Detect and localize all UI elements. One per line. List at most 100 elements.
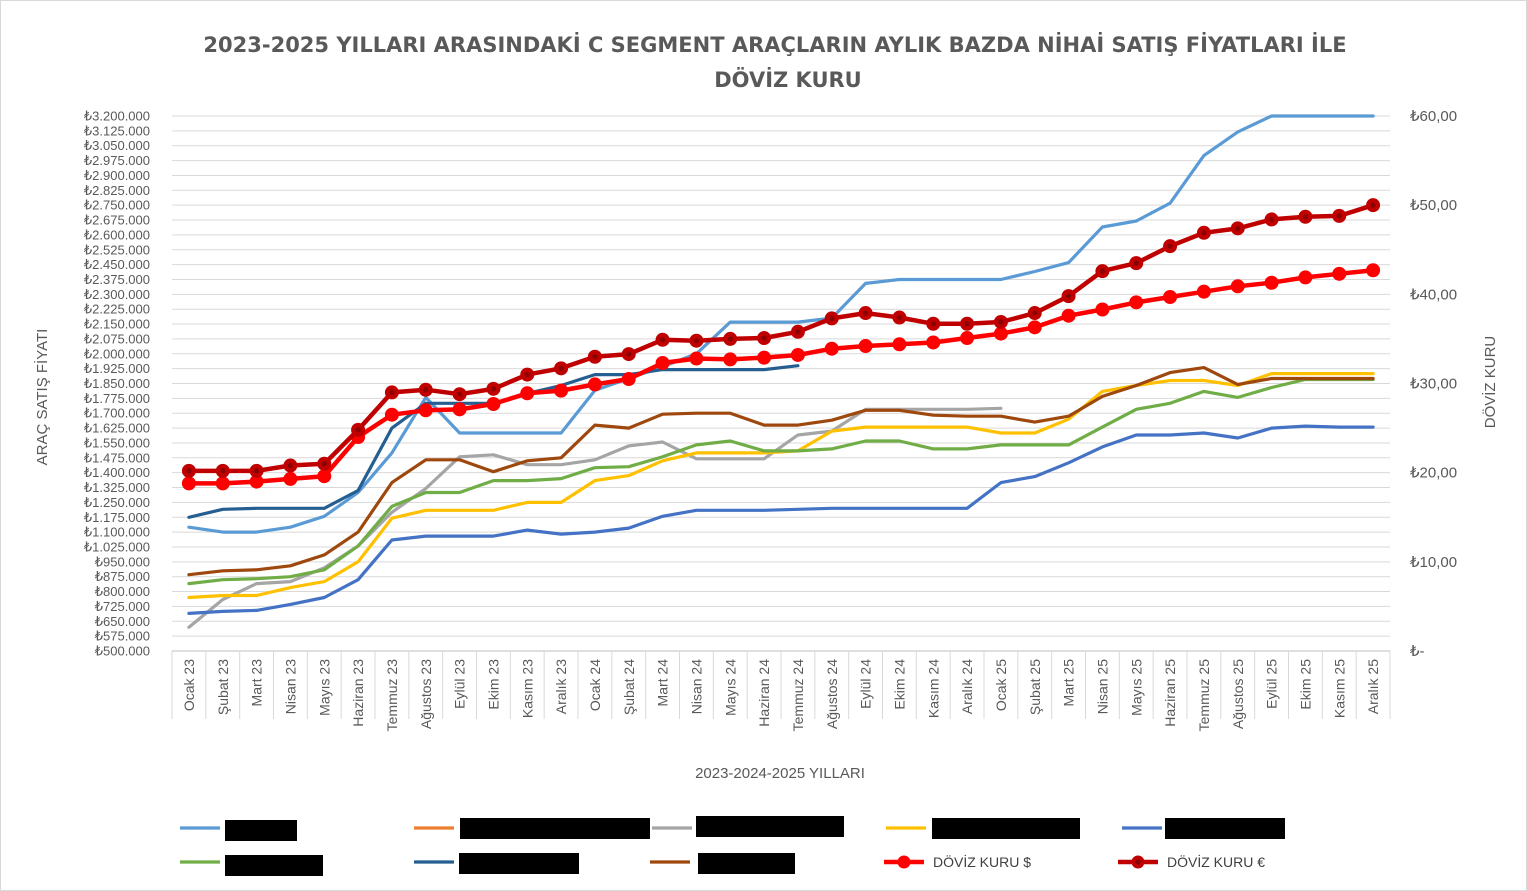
series-point-center xyxy=(659,337,666,343)
legend-redacted-label xyxy=(932,818,1080,839)
series-point xyxy=(486,397,501,412)
y-right-tick-label: ₺10,00 xyxy=(1410,554,1457,571)
y-tick-label: ₺575.000 xyxy=(95,629,150,644)
x-tick-label: Ocak 25 xyxy=(993,659,1009,711)
chart-title-line1: 2023-2025 YILLARI ARASINDAKİ C SEGMENT A… xyxy=(203,32,1346,57)
x-tick-label: Kasım 24 xyxy=(925,659,941,718)
y-right-tick-label: ₺60,00 xyxy=(1410,108,1457,125)
y-tick-label: ₺1.475.000 xyxy=(84,450,150,465)
y-tick-label: ₺3.200.000 xyxy=(84,109,150,124)
series-point xyxy=(1264,275,1279,290)
series-point xyxy=(757,350,772,365)
y-tick-label: ₺3.125.000 xyxy=(84,123,150,138)
series-point-center xyxy=(1167,243,1173,249)
series-point xyxy=(1061,308,1076,323)
y-tick-label: ₺1.550.000 xyxy=(84,435,150,450)
series-point-center xyxy=(1133,260,1139,266)
y-tick-label: ₺650.000 xyxy=(95,614,150,629)
y-tick-label: ₺2.225.000 xyxy=(84,302,150,317)
series-point-center xyxy=(524,371,530,378)
legend-redacted-label xyxy=(225,855,323,876)
y-axis-right-ticks: ₺60,00 ₺50,00 ₺40,00 ₺30,00 ₺20,00 ₺10,00 ₺- xyxy=(1410,108,1457,660)
series-point xyxy=(1196,284,1211,299)
series-point xyxy=(1332,266,1347,281)
x-tick-label: Şubat 23 xyxy=(215,659,231,715)
series-point-center xyxy=(253,468,260,474)
series-point xyxy=(384,407,399,422)
y-tick-label: ₺2.675.000 xyxy=(84,213,150,228)
x-tick-label: Temmuz 25 xyxy=(1196,659,1212,732)
series-point xyxy=(215,476,230,491)
x-axis-ticks: Ocak 23 Şubat 23 Mart 23 Nisan 23 Mayıs 23 Ha… xyxy=(181,659,1381,732)
series-point-center xyxy=(693,338,700,344)
y-tick-label: ₺1.100.000 xyxy=(84,525,150,540)
y-tick-label: ₺2.450.000 xyxy=(84,257,150,272)
x-tick-label: Mart 24 xyxy=(655,659,671,707)
x-tick-label: Nisan 24 xyxy=(688,659,704,714)
series-point-center xyxy=(1336,213,1342,219)
series-point-center xyxy=(1032,310,1038,316)
series-line-4 xyxy=(187,377,1375,586)
series-point xyxy=(1163,290,1178,305)
series-point-center xyxy=(1302,214,1309,220)
series-point-center xyxy=(321,461,327,467)
y-axis-right-label: DÖVİZ KURU xyxy=(1481,336,1499,429)
y-tick-label: ₺800.000 xyxy=(95,584,150,599)
series-point-center xyxy=(220,468,226,474)
series-point-center xyxy=(558,365,564,371)
y-tick-label: ₺1.175.000 xyxy=(84,510,150,525)
series-point xyxy=(587,377,602,392)
series-point xyxy=(655,355,670,370)
series-point xyxy=(520,386,535,401)
x-tick-label: Şubat 25 xyxy=(1027,659,1043,715)
series-point xyxy=(418,403,433,418)
series-point-center xyxy=(1235,225,1241,231)
y-tick-label: ₺2.750.000 xyxy=(84,198,150,213)
x-tick-label: Haziran 23 xyxy=(350,659,366,727)
y-tick-label: ₺1.850.000 xyxy=(84,376,150,391)
y-tick-label: ₺875.000 xyxy=(95,569,150,584)
series-point xyxy=(993,326,1008,341)
x-tick-label: Eylül 23 xyxy=(452,659,468,709)
series-point-center xyxy=(592,354,598,360)
series-point-center xyxy=(1201,230,1207,236)
series-point xyxy=(1095,302,1110,317)
series-point-center xyxy=(1268,216,1275,223)
y-right-tick-label: ₺50,00 xyxy=(1410,197,1457,214)
series-line-2 xyxy=(187,372,1375,600)
y-tick-label: ₺1.700.000 xyxy=(84,406,150,421)
series-point-center xyxy=(795,329,801,335)
legend-label: DÖVİZ KURU $ xyxy=(933,853,1031,870)
series-point-center xyxy=(930,321,936,327)
legend-label: DÖVİZ KURU € xyxy=(1167,853,1265,870)
series-point xyxy=(790,347,805,362)
x-tick-label: Haziran 25 xyxy=(1162,659,1178,727)
y-tick-label: ₺3.050.000 xyxy=(84,138,150,153)
series-point xyxy=(621,372,636,387)
series-point-center xyxy=(862,310,869,316)
x-tick-label: Ekim 23 xyxy=(485,659,501,710)
legend-redacted-label xyxy=(225,820,297,841)
legend: DÖVİZ KURU $ DÖVİZ KURU € xyxy=(180,816,1285,876)
legend-redacted-label xyxy=(698,853,795,874)
x-tick-label: Aralık 24 xyxy=(959,659,975,714)
x-tick-label: Temmuz 23 xyxy=(384,659,400,732)
y-right-tick-label: ₺30,00 xyxy=(1410,376,1457,393)
series-point xyxy=(689,351,704,366)
series-point-center xyxy=(1370,202,1376,208)
y-tick-label: ₺1.325.000 xyxy=(84,480,150,495)
series-point xyxy=(181,476,196,491)
series-point xyxy=(1027,320,1042,335)
x-tick-label: Nisan 25 xyxy=(1094,659,1110,714)
series-point-center xyxy=(456,391,463,397)
legend-redacted-label xyxy=(696,816,844,837)
y-tick-label: ₺2.900.000 xyxy=(84,168,150,183)
chart-title-line2: DÖVİZ KURU xyxy=(714,67,862,92)
x-tick-label: Şubat 24 xyxy=(621,659,637,715)
series-point xyxy=(1129,295,1144,310)
series-point-center xyxy=(287,462,294,469)
x-tick-label: Aralık 23 xyxy=(553,659,569,714)
series-point xyxy=(858,339,873,354)
x-tick-label: Ağustos 23 xyxy=(418,659,434,729)
series-point xyxy=(317,469,332,484)
